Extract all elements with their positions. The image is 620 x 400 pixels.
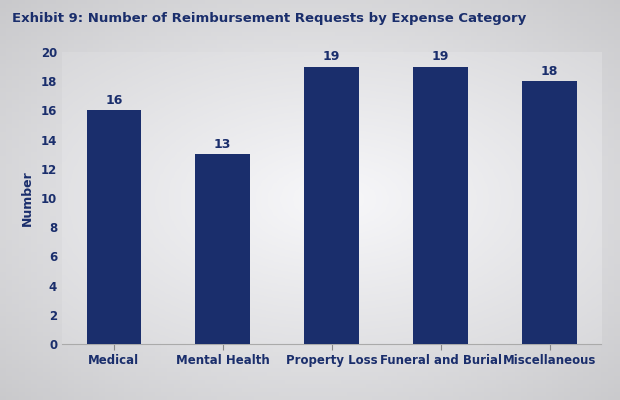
Bar: [87, 110, 141, 344]
Bar: [523, 81, 577, 344]
Text: Exhibit 9: Number of Reimbursement Requests by Expense Category: Exhibit 9: Number of Reimbursement Reque…: [12, 12, 526, 25]
Text: 19: 19: [432, 50, 450, 63]
Bar: [195, 154, 250, 344]
Text: 16: 16: [105, 94, 122, 107]
Bar: [304, 66, 359, 344]
Text: 13: 13: [214, 138, 231, 150]
Bar: [414, 66, 468, 344]
Text: 19: 19: [323, 50, 340, 63]
Y-axis label: Number: Number: [21, 170, 34, 226]
Text: 18: 18: [541, 64, 559, 78]
